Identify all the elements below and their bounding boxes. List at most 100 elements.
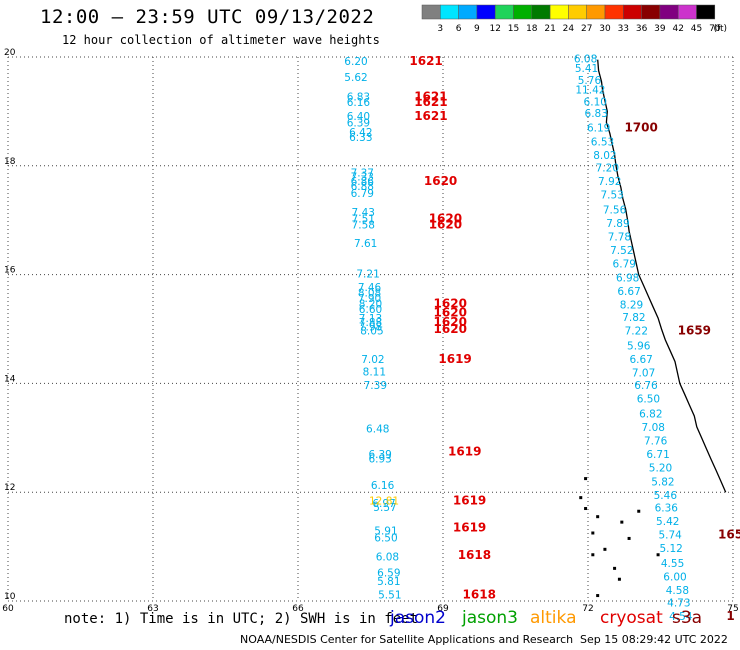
footer-note: note: 1) Time is in UTC; 2) SWH is in fe…: [64, 611, 419, 627]
pass-time-label: 1619: [453, 521, 486, 535]
island: [584, 507, 588, 511]
colorbar-label: 27: [581, 24, 592, 34]
island: [596, 515, 600, 519]
colorbar-swatch: [568, 4, 587, 20]
colorbar-swatch: [549, 4, 569, 20]
wave-height-label: 6.76: [634, 380, 658, 392]
island: [579, 496, 583, 500]
wave-height-label: 8.11: [363, 366, 386, 378]
pass-time-label: 1619: [438, 352, 471, 366]
x-tick-label: 75: [727, 604, 738, 614]
wave-height-label: 5.42: [656, 516, 679, 528]
wave-height-label: 5.96: [627, 340, 651, 352]
wave-height-label: 6.53: [591, 136, 614, 148]
wave-height-label: 7.76: [644, 436, 668, 448]
wave-height-label: 7.58: [352, 220, 375, 232]
wave-height-label: 4.73: [667, 598, 690, 610]
colorbar-label: 39: [654, 24, 666, 34]
wave-height-label: 7.51: [352, 214, 375, 226]
colorbar-unit: (ft): [713, 24, 727, 34]
wave-height-label: 6.00: [663, 572, 686, 584]
legend-jason2: jason2: [390, 608, 446, 628]
wave-height-label: 6.20: [344, 56, 367, 68]
wave-height-label: 6.50: [637, 394, 660, 406]
wave-height-label: 5.41: [575, 63, 598, 75]
island: [613, 566, 617, 570]
wave-height-label: 6.16: [371, 480, 395, 492]
colorbar-swatch: [641, 4, 661, 20]
wave-height-label: 6.88: [351, 181, 374, 193]
wave-height-label: 5.51: [378, 589, 401, 601]
wave-height-label: 8.20: [359, 298, 382, 310]
colorbar-label: 9: [474, 24, 480, 34]
x-tick-label: 69: [437, 604, 449, 614]
wave-height-label: 5.20: [649, 463, 672, 475]
wave-height-label: 7.02: [361, 354, 384, 366]
islands: [579, 477, 660, 598]
colorbar-label: 33: [618, 24, 629, 34]
wave-height-label: 6.48: [366, 424, 389, 436]
wave-height-label: 8.02: [593, 150, 616, 162]
wave-height-label: 6.93: [368, 453, 391, 465]
colorbar-swatch: [623, 4, 642, 20]
wave-height-label: 6.39: [368, 449, 391, 461]
pass-time-label: 1620: [429, 218, 462, 232]
wave-height-label: 7.52: [610, 245, 633, 257]
x-tick-label: 63: [147, 604, 158, 614]
pass-time-label: 1618: [463, 587, 496, 601]
y-tick-label: 20: [4, 48, 16, 58]
island: [603, 547, 607, 551]
wave-height-label: 6.40: [347, 111, 370, 123]
colorbar-swatch: [531, 4, 551, 20]
wave-height-label: 5.81: [377, 576, 400, 588]
wave-height-label: 7.33: [351, 172, 374, 184]
pass-time-label: 1659: [678, 324, 711, 338]
pass-time-label: 1621: [409, 54, 442, 68]
pass-time-label: 1621: [414, 109, 447, 123]
wave-height-label: 6.16: [347, 97, 371, 109]
colorbar-swatch: [513, 4, 533, 20]
wave-height-label: 7.90: [358, 293, 381, 305]
y-tick-label: 18: [4, 157, 16, 167]
pass-time-label: 1620: [429, 212, 462, 226]
pass-time-label: 1620: [434, 315, 467, 329]
wave-height-label: 5.74: [658, 530, 682, 542]
colorbar-label: 12: [489, 24, 500, 34]
wave-height-label: 8.08: [358, 288, 381, 300]
island: [637, 509, 641, 513]
wave-height-label: 6.79: [613, 259, 636, 271]
wave-height-label: 6.83: [347, 92, 370, 104]
wave-height-label: 7.37: [351, 167, 374, 179]
wave-height-label: 7.07: [632, 368, 655, 380]
wave-height-label: 7.43: [352, 207, 375, 219]
colorbar-label: 6: [456, 24, 462, 34]
y-tick-label: 10: [4, 592, 16, 602]
colorbar-swatch: [659, 4, 679, 20]
wave-height-label: 4.55: [661, 558, 684, 570]
wave-height-label: 6.08: [574, 54, 597, 66]
wave-height-label: 7.88: [359, 317, 382, 329]
wave-height-label: 6.60: [359, 304, 382, 316]
pass-time-label: 1621: [414, 90, 447, 104]
colorbar-label: 15: [508, 24, 519, 34]
colorbar-label: 42: [672, 24, 683, 34]
wave-height-label: 6.82: [639, 408, 662, 420]
pass-time-label: 1619: [448, 444, 481, 458]
wave-height-label: 7.56: [603, 204, 627, 216]
wave-height-label: 6.42: [349, 127, 372, 139]
wave-height-label: 7.61: [354, 238, 377, 250]
wave-height-label: 7.22: [625, 326, 648, 338]
island: [596, 594, 600, 598]
wave-height-label: 11.42: [575, 85, 605, 97]
y-tick-label: 14: [4, 374, 16, 384]
pass-time-label: 1620: [424, 174, 457, 188]
island: [656, 553, 660, 557]
wave-height-label: 6.71: [646, 449, 669, 461]
colorbar-swatch: [476, 4, 496, 20]
wave-height-label: 6.97: [372, 498, 395, 510]
x-tick-label: 66: [292, 604, 304, 614]
x-tick-label: 72: [582, 604, 593, 614]
x-tick-label: 60: [2, 604, 14, 614]
island: [591, 531, 595, 535]
